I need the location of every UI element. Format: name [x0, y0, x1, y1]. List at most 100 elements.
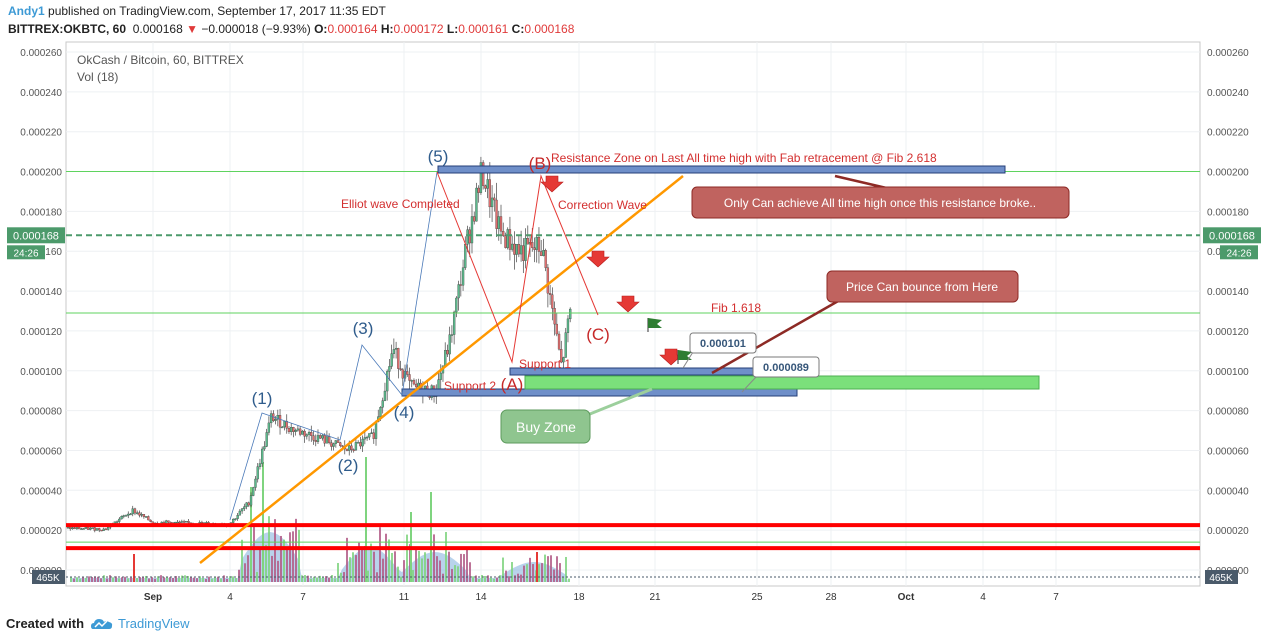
chart-pane[interactable] [65, 41, 1201, 587]
tradingview-link[interactable]: TradingView [90, 616, 190, 631]
volume-bar [217, 576, 219, 582]
fib-annotation: Fib 1.618 [711, 301, 761, 315]
candle-body [479, 162, 483, 193]
volume-bar [142, 576, 144, 582]
elliott-complete-annotation: Elliot wave Completed [341, 197, 460, 211]
volume-bar [112, 577, 114, 582]
volume-bar [253, 524, 255, 582]
candle-body [473, 216, 476, 222]
candle-body [319, 435, 322, 439]
volume-spike [133, 554, 135, 582]
y-tick-label-left: 0.000200 [20, 168, 62, 179]
volume-bar [496, 577, 498, 582]
volume-bar [208, 576, 210, 582]
volume-tag-text-right: 465K [1209, 573, 1233, 584]
volume-bar [232, 576, 234, 582]
volume-bar [103, 575, 105, 582]
support-trendline [199, 175, 684, 564]
high-label: H: [380, 22, 394, 36]
candle-body [470, 216, 474, 244]
volume-bar [538, 564, 540, 582]
volume-bar [196, 578, 198, 582]
candle-body [316, 435, 320, 442]
candle-body [118, 518, 121, 522]
volume-bar [508, 576, 510, 582]
candle-body [127, 513, 130, 516]
y-tick-label-right: 0.000180 [1207, 207, 1249, 218]
volume-bar [265, 544, 267, 582]
candle-body [167, 520, 170, 523]
candle-body [493, 197, 496, 201]
volume-bar [202, 577, 204, 582]
candle-body [359, 442, 362, 447]
close-value: 0.000168 [524, 22, 575, 36]
y-tick-label-right: 0.000100 [1207, 367, 1249, 378]
volume-bar [367, 570, 369, 582]
candle-body [466, 229, 469, 245]
y-tick-label-left: 0.000120 [20, 327, 62, 338]
volume-bar [454, 565, 456, 582]
volume-bar [355, 555, 357, 582]
y-tick-label-left: 0.000080 [20, 407, 62, 418]
y-tick-label-right: 0.000040 [1207, 486, 1249, 497]
volume-bar [427, 558, 429, 582]
volume-bar [382, 558, 384, 582]
candle-body [468, 229, 471, 244]
candle-body [281, 426, 284, 429]
volume-bar [448, 551, 450, 582]
volume-bar [187, 576, 189, 582]
volume-bar [229, 576, 231, 582]
x-tick-label: 18 [573, 592, 585, 603]
volume-bar [238, 569, 240, 582]
candle-body [381, 400, 384, 408]
volume-bar [283, 539, 285, 582]
volume-bar [397, 566, 399, 582]
volume-bar [385, 533, 387, 582]
y-tick-label-left: 0.000260 [20, 48, 62, 59]
y-tick-label-right: 0.000200 [1207, 168, 1249, 179]
candle-body [515, 244, 518, 255]
candle-body [240, 508, 244, 512]
candle-body [464, 244, 467, 268]
candle-body [249, 495, 253, 506]
volume-bar [343, 572, 345, 582]
candle-body [129, 513, 132, 516]
volume-bar [406, 534, 408, 582]
volume-bar [544, 554, 546, 582]
volume-bar [349, 557, 351, 582]
y-tick-label-right: 0.000140 [1207, 287, 1249, 298]
volume-bar [298, 529, 300, 582]
y-tick-label-left: 0.000020 [20, 526, 62, 537]
bounce-callout-box [826, 270, 1019, 303]
volume-bar [241, 539, 243, 582]
volume-bar [118, 578, 120, 582]
y-axis-right: 0.000260 0.000240 0.000220 0.000200 0.000180… [1207, 48, 1249, 577]
candle-body [452, 311, 456, 335]
candle-body [138, 512, 141, 516]
y-tick-label-right: 0.000080 [1207, 407, 1249, 418]
symbol-label: BITTREX:OKBTC, 60 [8, 22, 127, 36]
price-chart[interactable]: 0.000260 0.000240 0.000220 0.000200 0.000180… [0, 0, 1270, 612]
candle-body [292, 427, 295, 432]
bounce-callout-pointer [711, 298, 841, 375]
candle-body [142, 514, 146, 517]
volume-bar [214, 577, 216, 582]
volume-bar [325, 576, 327, 582]
candle-body [461, 267, 465, 286]
volume-bar [469, 562, 471, 582]
author-link[interactable]: Andy1 [8, 4, 45, 18]
elliott-wave-path [229, 171, 438, 521]
candle-body [533, 247, 536, 250]
buy-zone-callout-text: Buy Zone [516, 419, 576, 435]
down-arrow-icon [586, 250, 610, 268]
correction-annotation: Correction Wave [558, 198, 647, 212]
candle-body [100, 529, 103, 532]
candle-body [397, 347, 400, 369]
candle-body [122, 515, 125, 517]
volume-bar [547, 556, 549, 582]
brand-label: TradingView [118, 616, 190, 631]
candle-body [95, 528, 99, 531]
volume-bar [175, 576, 177, 582]
wave-label: (C) [586, 325, 610, 344]
open-value: 0.000164 [327, 22, 378, 36]
